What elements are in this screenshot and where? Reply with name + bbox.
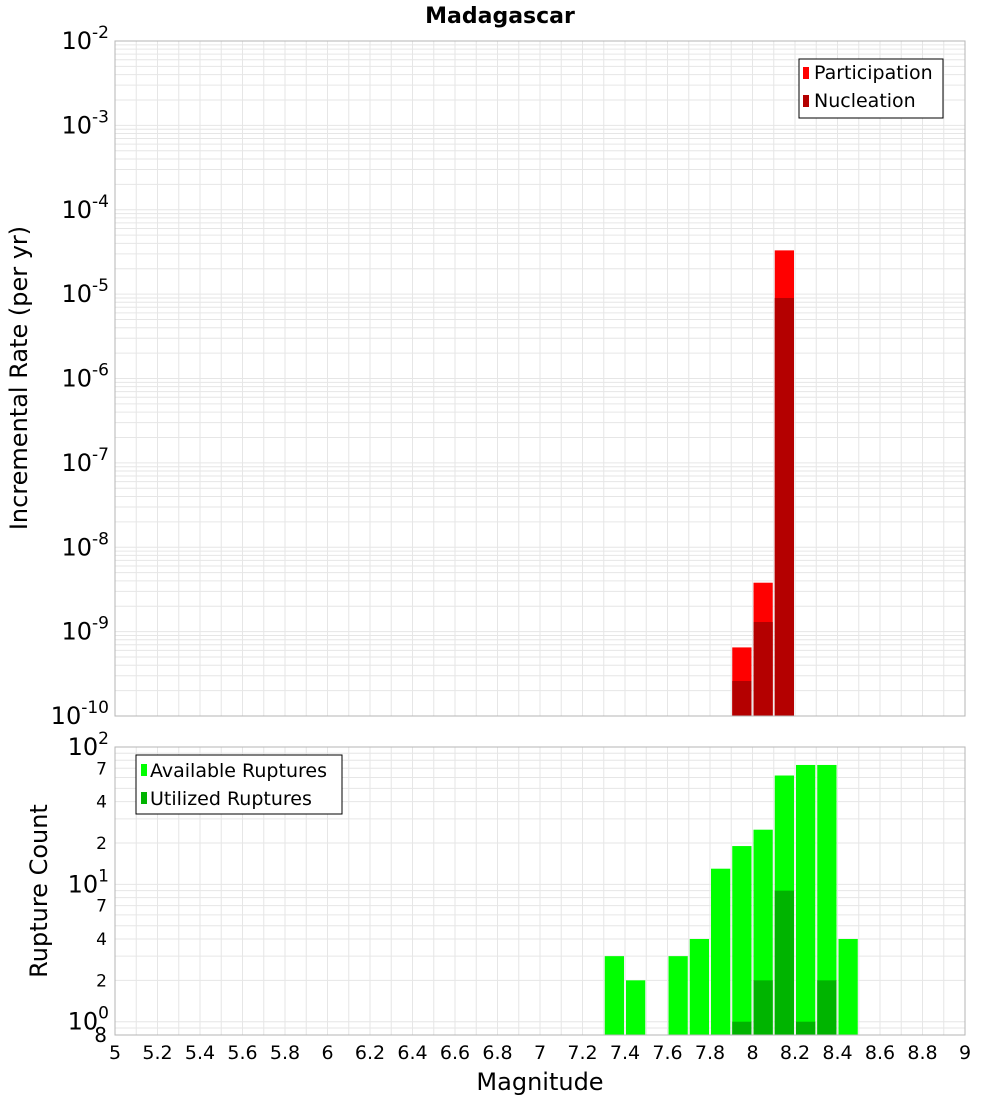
legend-swatch-participation <box>803 67 809 79</box>
bar-available-ruptures <box>604 956 624 1035</box>
y-tick-label: 4 <box>96 793 107 813</box>
count-bars <box>604 764 858 1035</box>
y-tick-label: 7 <box>96 897 107 917</box>
y-tick-label: 10-8 <box>62 529 110 561</box>
rate-legend: Participation Nucleation <box>798 58 944 119</box>
x-tick-label: 5.2 <box>142 1042 172 1064</box>
bar-utilized-ruptures <box>732 1021 752 1035</box>
y-tick-label: 2 <box>96 971 107 991</box>
legend-swatch-available <box>141 764 147 776</box>
count-plot-frame <box>114 746 966 1036</box>
bar-available-ruptures <box>626 980 646 1035</box>
bar-available-ruptures <box>732 846 752 1035</box>
legend-label-available: Available Ruptures <box>150 760 327 782</box>
y-tick-label: 10-7 <box>62 445 110 477</box>
x-tick-label: 5.6 <box>227 1042 257 1064</box>
x-tick-label: 8.6 <box>865 1042 895 1064</box>
bar-utilized-ruptures <box>817 980 837 1035</box>
rate-y-axis-label: Incremental Rate (per yr) <box>5 226 33 530</box>
y-tick-label: 10-6 <box>62 361 110 393</box>
count-legend: Available Ruptures Utilized Ruptures <box>135 754 343 815</box>
x-tick-label: 6.2 <box>355 1042 385 1064</box>
x-tick-label: 7.6 <box>652 1042 682 1064</box>
bar-utilized-ruptures <box>796 1021 816 1035</box>
rate-plot-frame <box>114 40 966 717</box>
y-tick-label: 7 <box>96 759 107 779</box>
y-tick-label: 10-10 <box>51 698 109 730</box>
y-tick-label: 2 <box>96 834 107 854</box>
x-tick-label: 6.6 <box>440 1042 470 1064</box>
x-tick-label: 7.8 <box>695 1042 725 1064</box>
x-tick-labels: 5 5.2 5.4 5.6 5.8 6 6.2 6.4 6.6 6.8 7 7.2 7.4 7.6 7.8 8… <box>109 1042 971 1064</box>
y-tick-label: 10-9 <box>62 614 110 646</box>
chart-title: Madagascar <box>425 4 575 29</box>
x-tick-label: 8.8 <box>907 1042 937 1064</box>
rate-bars <box>732 250 794 717</box>
legend-swatch-utilized <box>141 792 147 804</box>
bar-utilized-ruptures <box>753 980 773 1035</box>
y-tick-label: 4 <box>96 930 107 950</box>
x-tick-label: 5.8 <box>270 1042 300 1064</box>
count-y-axis-label: Rupture Count <box>25 804 53 978</box>
bar-available-ruptures <box>838 939 858 1035</box>
y-tick-label: 10-5 <box>62 276 110 308</box>
x-tick-label: 8.2 <box>780 1042 810 1064</box>
y-tick-label: 8 <box>94 1023 107 1047</box>
rate-y-tick-labels: 10-10 10-9 10-8 10-7 10-6 10-5 10-4 10-3 10-2 <box>51 23 109 730</box>
y-tick-label: 10-3 <box>62 107 110 139</box>
legend-label-utilized: Utilized Ruptures <box>150 788 312 810</box>
y-tick-label: 100 <box>68 1004 109 1036</box>
y-tick-label: 10-2 <box>62 23 110 55</box>
x-tick-label: 6.8 <box>482 1042 512 1064</box>
count-legend-box <box>135 754 343 815</box>
x-tick-label: 8.4 <box>822 1042 852 1064</box>
bar-available-ruptures <box>689 939 709 1035</box>
rate-gridlines <box>114 41 966 717</box>
bar-nucleation <box>774 297 794 716</box>
x-tick-label: 9 <box>959 1042 971 1064</box>
x-tick-label: 5.4 <box>185 1042 215 1064</box>
legend-label-participation: Participation <box>814 62 933 84</box>
bar-nucleation <box>732 680 752 716</box>
bar-available-ruptures <box>711 868 731 1035</box>
rate-panel: 10-10 10-9 10-8 10-7 10-6 10-5 10-4 10-3 10-2 In… <box>5 23 966 730</box>
bar-available-ruptures <box>817 764 837 1035</box>
y-tick-label: 102 <box>68 729 109 761</box>
x-tick-label: 6 <box>321 1042 333 1064</box>
y-tick-label: 10-4 <box>62 192 110 224</box>
x-tick-label: 7.2 <box>567 1042 597 1064</box>
x-tick-label: 5 <box>109 1042 121 1064</box>
bar-available-ruptures <box>796 764 816 1035</box>
x-axis-label: Magnitude <box>476 1068 603 1096</box>
legend-swatch-nucleation <box>803 95 809 107</box>
bar-nucleation <box>753 622 773 716</box>
bar-utilized-ruptures <box>774 890 794 1035</box>
x-tick-label: 7.4 <box>610 1042 640 1064</box>
legend-label-nucleation: Nucleation <box>814 90 916 112</box>
y-tick-label: 101 <box>68 866 109 898</box>
x-tick-label: 7 <box>534 1042 546 1064</box>
bar-available-ruptures <box>668 956 688 1035</box>
x-tick-label: 8 <box>746 1042 758 1064</box>
x-tick-label: 6.4 <box>397 1042 427 1064</box>
rate-legend-box <box>798 58 944 119</box>
